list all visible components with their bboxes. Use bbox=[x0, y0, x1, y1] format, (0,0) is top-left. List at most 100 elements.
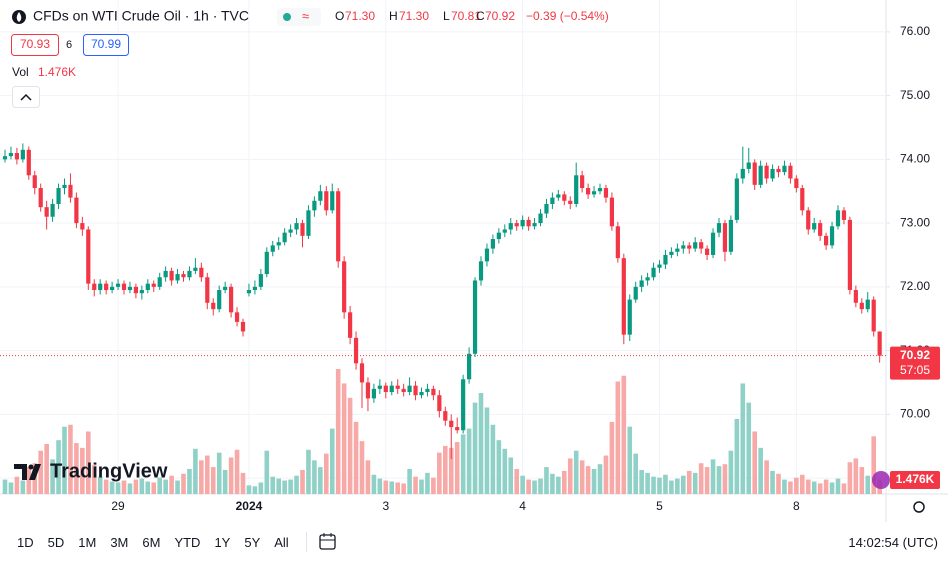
volume-bar bbox=[300, 469, 305, 494]
symbol-title[interactable]: CFDs on WTI Crude Oil · 1h · TVC bbox=[33, 8, 249, 24]
clock[interactable]: 14:02:54 (UTC) bbox=[848, 534, 938, 550]
candle-body bbox=[169, 270, 174, 281]
candle-body bbox=[651, 267, 656, 278]
candle-body bbox=[8, 152, 14, 157]
date-range-icon[interactable] bbox=[317, 531, 339, 553]
candle-body bbox=[835, 210, 841, 227]
volume-badge bbox=[890, 471, 940, 489]
candle-body bbox=[115, 283, 121, 287]
volume-bar bbox=[365, 460, 371, 494]
range-button[interactable]: 6M bbox=[142, 534, 161, 550]
volume-bar bbox=[585, 466, 591, 494]
candle-body bbox=[812, 223, 817, 230]
volume-bar bbox=[764, 460, 769, 494]
volume-bar bbox=[472, 402, 478, 494]
volume-bar bbox=[407, 469, 412, 494]
alert-icon[interactable] bbox=[872, 471, 890, 489]
collapse-button[interactable] bbox=[12, 86, 40, 108]
bid-box[interactable] bbox=[11, 34, 59, 56]
volume-bar bbox=[645, 472, 650, 494]
candle-body bbox=[419, 392, 424, 396]
volume-bar bbox=[2, 479, 8, 494]
range-button[interactable]: YTD bbox=[174, 534, 201, 550]
volume-bar bbox=[389, 481, 395, 494]
candle-body bbox=[806, 210, 811, 230]
candle-body bbox=[580, 175, 585, 189]
candle-body bbox=[288, 229, 293, 233]
candle-layer bbox=[2, 143, 882, 459]
volume-bar bbox=[276, 478, 281, 494]
candle-body bbox=[223, 286, 228, 291]
x-tick-label: 4 bbox=[519, 499, 526, 513]
candle-body bbox=[389, 385, 394, 393]
candle-body bbox=[597, 188, 603, 192]
range-button[interactable]: 1Y bbox=[214, 534, 231, 550]
range-button[interactable]: All bbox=[274, 534, 289, 550]
candle-body bbox=[181, 274, 186, 278]
volume-bar bbox=[14, 476, 20, 494]
candle-body bbox=[871, 299, 876, 332]
candle-body bbox=[496, 232, 501, 240]
x-tick-label: 8 bbox=[793, 499, 800, 513]
volume-bar bbox=[823, 479, 829, 494]
volume-bar bbox=[371, 474, 377, 494]
volume-bar bbox=[222, 469, 228, 494]
volume-bar bbox=[80, 447, 85, 494]
settings-icon[interactable] bbox=[913, 501, 925, 513]
candle-body bbox=[229, 286, 234, 313]
volume-bar bbox=[556, 476, 561, 494]
candle-body bbox=[859, 302, 864, 310]
volume-bar bbox=[811, 481, 817, 494]
volume-bar bbox=[484, 407, 490, 494]
y-tick-label: 70.00 bbox=[900, 406, 930, 420]
range-button[interactable]: 5Y bbox=[244, 534, 261, 550]
candle-body bbox=[205, 277, 210, 303]
candle-body bbox=[645, 277, 650, 281]
range-button[interactable]: 1D bbox=[17, 534, 34, 550]
candle-body bbox=[449, 420, 454, 428]
volume-layer bbox=[2, 369, 882, 494]
candle-body bbox=[282, 232, 287, 243]
status-icon: ≈ bbox=[302, 8, 309, 23]
candle-body bbox=[38, 188, 43, 208]
range-button[interactable]: 3M bbox=[110, 534, 129, 550]
volume-bar bbox=[264, 450, 270, 494]
volume-bar bbox=[794, 477, 799, 494]
status-badge[interactable] bbox=[277, 8, 321, 26]
candle-body bbox=[591, 191, 597, 195]
volume-bar bbox=[698, 463, 704, 494]
candle-body bbox=[603, 188, 609, 198]
volume-bar bbox=[216, 452, 222, 494]
candle-body bbox=[853, 290, 858, 303]
volume-bar bbox=[103, 479, 109, 494]
legend-high-label: H bbox=[389, 9, 398, 23]
candle-body bbox=[98, 283, 103, 291]
volume-bar bbox=[681, 475, 686, 494]
volume-bar bbox=[526, 479, 531, 494]
candle-body bbox=[467, 353, 472, 380]
volume-bar bbox=[538, 478, 543, 494]
candle-body bbox=[324, 191, 329, 211]
range-button[interactable]: 1M bbox=[78, 534, 97, 550]
candle-body bbox=[824, 235, 829, 246]
volume-bar bbox=[740, 383, 746, 494]
volume-bar bbox=[615, 381, 621, 494]
candle-body bbox=[68, 184, 73, 198]
candle-body bbox=[294, 223, 299, 230]
volume-bar bbox=[573, 450, 579, 494]
volume-bar bbox=[50, 459, 55, 494]
volume-bar bbox=[127, 483, 133, 494]
ask-box[interactable] bbox=[83, 34, 129, 56]
candle-body bbox=[705, 248, 710, 255]
volume-bar bbox=[746, 402, 752, 494]
volume-bar bbox=[847, 462, 853, 494]
candle-body bbox=[461, 379, 466, 431]
volume-bar bbox=[187, 469, 192, 494]
legend-change: −0.39 (−0.54%) bbox=[526, 9, 609, 23]
candle-body bbox=[478, 261, 484, 281]
volume-bar bbox=[508, 457, 514, 494]
range-button[interactable]: 5D bbox=[47, 534, 65, 550]
candle-body bbox=[520, 219, 525, 227]
candle-body bbox=[276, 242, 281, 246]
